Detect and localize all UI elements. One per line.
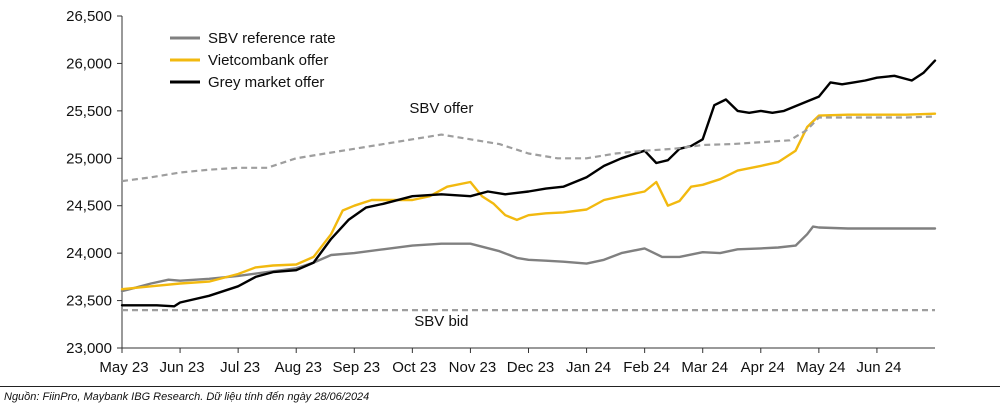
- y-tick-label: 25,500: [66, 103, 112, 120]
- x-tick-label: Aug 23: [274, 359, 322, 376]
- legend-label-grey-market-offer: Grey market offer: [208, 74, 324, 91]
- annotation-sbv-bid: SBV bid: [414, 313, 468, 330]
- x-tick-label: Oct 23: [392, 359, 436, 376]
- annotation-sbv-offer: SBV offer: [409, 100, 473, 117]
- x-tick-label: Nov 23: [449, 359, 497, 376]
- x-tick-label: Feb 24: [623, 359, 670, 376]
- x-tick-label: Mar 24: [681, 359, 728, 376]
- x-tick-label: Jul 23: [220, 359, 260, 376]
- series-line-sbv-reference-rate: [120, 225, 937, 293]
- y-tick-label: 25,000: [66, 150, 112, 167]
- x-tick-label: Jun 24: [856, 359, 901, 376]
- line-chart: 23,000 23,500 24,000 24,500 25,000 25,500 26,0…: [66, 8, 937, 376]
- y-tick-label: 26,000: [66, 55, 112, 72]
- source-note: Nguồn: FiinPro, Maybank IBG Research. Dữ…: [4, 391, 370, 403]
- x-axis: May 23 Jun 23 Jul 23 Aug 23 Sep 23 Oct 23 Nov …: [99, 347, 935, 376]
- series-line-grey-market-offer: [120, 59, 937, 308]
- y-axis: 23,000 23,500 24,000 24,500 25,000 25,500 26,0…: [66, 8, 123, 357]
- y-tick-label: 26,500: [66, 8, 112, 25]
- x-tick-label: Dec 23: [507, 359, 555, 376]
- annotation-layer: SBV offer SBV bid: [409, 100, 473, 330]
- series-layer: [120, 59, 937, 312]
- source-divider: [0, 386, 1000, 387]
- x-tick-label: Jun 23: [160, 359, 205, 376]
- x-tick-label: Sep 23: [333, 359, 381, 376]
- legend: SBV reference rate Vietcombank offer Grey …: [170, 30, 336, 91]
- x-tick-label: May 24: [796, 359, 845, 376]
- y-tick-label: 23,500: [66, 293, 112, 310]
- series-line-vietcombank-offer: [120, 112, 937, 291]
- y-tick-label: 23,000: [66, 340, 112, 357]
- legend-label-sbv-reference-rate: SBV reference rate: [208, 30, 336, 47]
- y-tick-label: 24,500: [66, 198, 112, 215]
- x-tick-label: Jan 24: [566, 359, 611, 376]
- series-line-sbv-offer: [121, 115, 936, 183]
- x-tick-label: May 23: [99, 359, 148, 376]
- y-tick-label: 24,000: [66, 245, 112, 262]
- legend-label-vietcombank-offer: Vietcombank offer: [208, 52, 328, 69]
- x-tick-label: Apr 24: [741, 359, 785, 376]
